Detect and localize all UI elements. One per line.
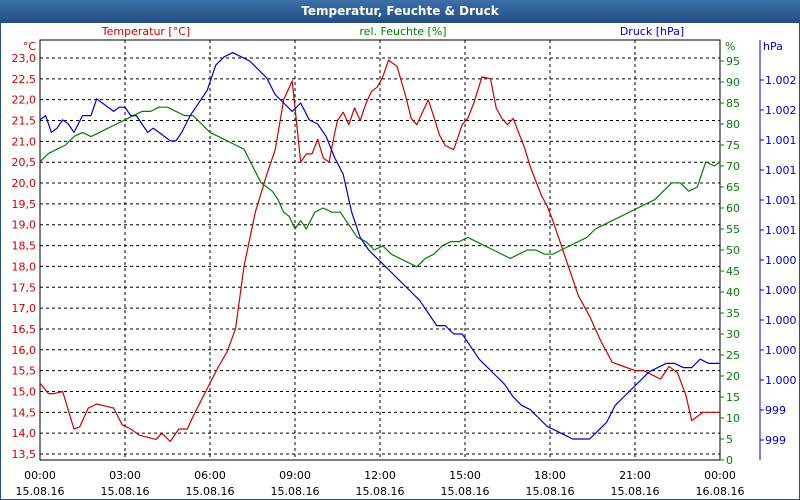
y-tick-pressure: 1.000	[765, 314, 797, 327]
y-tick-humidity: 20	[726, 370, 740, 383]
y-tick-pressure: 1.001	[765, 224, 797, 237]
y-tick-temperature: 22,0	[12, 94, 37, 107]
y-tick-humidity: 60	[726, 202, 740, 215]
y-tick-humidity: 45	[726, 265, 740, 278]
y-tick-pressure: 1.001	[765, 164, 797, 177]
y-tick-temperature: 16,5	[12, 323, 37, 336]
y-tick-pressure: 1.002	[765, 104, 797, 117]
pressure-legend: Druck [hPa]	[620, 25, 684, 38]
y-tick-humidity: 95	[726, 55, 740, 68]
y-tick-temperature: 18,0	[12, 260, 37, 273]
x-tick-time: 21:00	[619, 469, 651, 482]
x-tick-date: 15.08.16	[101, 485, 150, 498]
y-tick-temperature: 15,5	[12, 365, 37, 378]
y-tick-humidity: 35	[726, 307, 740, 320]
x-tick-date: 15.08.16	[356, 485, 405, 498]
humidity-line	[39, 106, 721, 268]
pressure-line	[39, 51, 720, 440]
y-tick-temperature: 21,5	[12, 115, 37, 128]
x-tick-date: 15.08.16	[271, 485, 320, 498]
y-tick-humidity: 75	[726, 139, 740, 152]
y-tick-temperature: 20,5	[12, 156, 37, 169]
y-tick-humidity: 65	[726, 181, 740, 194]
y-tick-humidity: 50	[726, 244, 740, 257]
y-tick-temperature: 13,5	[12, 448, 37, 461]
y-tick-temperature: 15,0	[12, 385, 37, 398]
y-tick-humidity: 70	[726, 160, 740, 173]
y-tick-humidity: 85	[726, 97, 740, 110]
axis-ticks: 00:00 15.08.16 03:00 15.08.16 06:00 15.08.16 0…	[12, 40, 797, 498]
y-tick-humidity: 80	[726, 118, 740, 131]
y-tick-humidity: 55	[726, 223, 740, 236]
y-tick-pressure: 1.000	[765, 254, 797, 267]
x-tick-time: 00:00	[704, 469, 736, 482]
x-tick-date: 15.08.16	[186, 485, 235, 498]
temperature-unit: °C	[23, 40, 37, 53]
y-tick-pressure: 999	[765, 434, 786, 447]
temperature-line	[39, 59, 720, 443]
x-tick-date: 15.08.16	[441, 485, 490, 498]
y-tick-humidity: 90	[726, 76, 740, 89]
y-tick-humidity: 30	[726, 328, 740, 341]
y-tick-humidity: 15	[726, 391, 740, 404]
y-tick-humidity: 5	[726, 433, 733, 446]
y-tick-temperature: 14,0	[12, 427, 37, 440]
window-title: Temperatur, Feuchte & Druck	[0, 0, 800, 22]
y-tick-temperature: 14,5	[12, 406, 37, 419]
x-tick-time: 12:00	[364, 469, 396, 482]
y-tick-pressure: 1.001	[765, 134, 797, 147]
y-tick-pressure: 999	[765, 404, 786, 417]
y-tick-temperature: 22,5	[12, 73, 37, 86]
pressure-unit: hPa	[763, 40, 783, 53]
y-tick-pressure: 1.002	[765, 74, 797, 87]
y-tick-pressure: 1.000	[765, 374, 797, 387]
y-tick-temperature: 23,0	[12, 52, 37, 65]
x-tick-date: 15.08.16	[526, 485, 575, 498]
y-tick-humidity: 25	[726, 349, 740, 362]
x-tick-time: 00:00	[24, 469, 56, 482]
humidity-legend: rel. Feuchte [%]	[359, 25, 446, 38]
y-tick-pressure: 1.001	[765, 194, 797, 207]
y-tick-temperature: 17,0	[12, 302, 37, 315]
y-tick-humidity: 10	[726, 412, 740, 425]
x-tick-date: 15.08.16	[16, 485, 65, 498]
humidity-unit: %	[725, 40, 735, 53]
x-tick-time: 03:00	[109, 469, 141, 482]
grid	[40, 40, 720, 460]
x-tick-time: 18:00	[534, 469, 566, 482]
x-tick-time: 09:00	[279, 469, 311, 482]
x-tick-time: 06:00	[194, 469, 226, 482]
temperature-legend: Temperatur [°C]	[101, 25, 190, 38]
x-tick-date: 16.08.16	[696, 485, 745, 498]
y-tick-temperature: 19,0	[12, 219, 37, 232]
x-tick-date: 15.08.16	[611, 485, 660, 498]
y-tick-temperature: 16,0	[12, 344, 37, 357]
y-tick-pressure: 1.000	[765, 284, 797, 297]
x-tick-time: 15:00	[449, 469, 481, 482]
y-tick-temperature: 17,5	[12, 281, 37, 294]
y-tick-temperature: 20,0	[12, 177, 37, 190]
y-tick-pressure: 1.000	[765, 344, 797, 357]
y-tick-humidity: 40	[726, 286, 740, 299]
y-tick-humidity: 0	[726, 454, 733, 467]
y-tick-temperature: 19,5	[12, 198, 37, 211]
y-tick-temperature: 18,5	[12, 240, 37, 253]
y-tick-temperature: 21,0	[12, 135, 37, 148]
series-group	[39, 51, 721, 443]
